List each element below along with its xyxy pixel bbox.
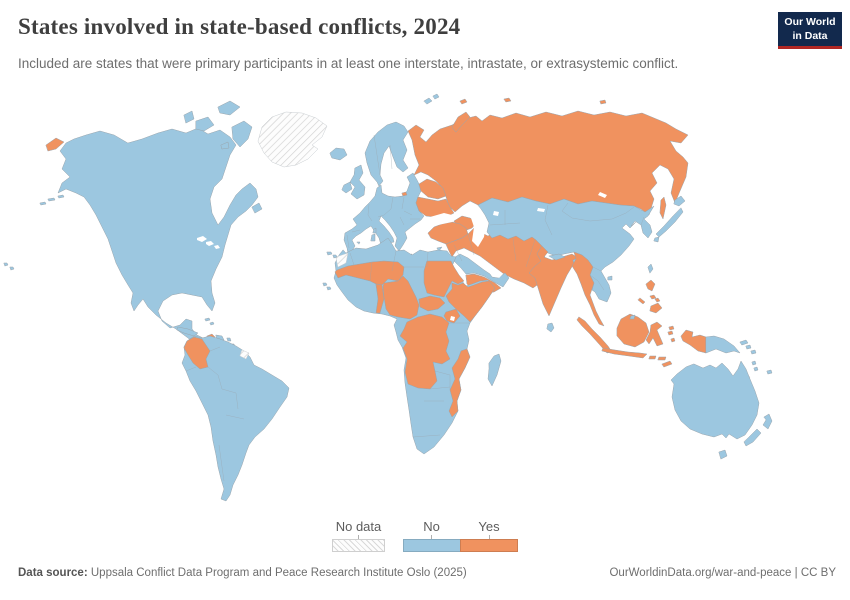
region-australia[interactable] (670, 360, 760, 440)
canadian-arctic-islands[interactable] (183, 100, 253, 150)
region-india[interactable] (528, 245, 579, 317)
legend-swatch-yes[interactable] (460, 539, 518, 552)
footer-license: CC BY (800, 567, 836, 579)
footer-right: OurWorldinData.org/war-and-peace | CC BY (609, 567, 836, 579)
region-scandinavia[interactable] (364, 121, 409, 187)
region-sudan-eritrea[interactable] (423, 260, 465, 298)
lake-victoria (450, 316, 455, 321)
region-russia-islands[interactable] (451, 97, 607, 133)
region-arabian-peninsula[interactable] (451, 253, 510, 288)
region-hainan[interactable] (607, 275, 613, 281)
region-brunei[interactable] (629, 314, 636, 320)
owid-logo[interactable]: Our World in Data (778, 12, 842, 50)
region-united-kingdom[interactable] (349, 164, 366, 200)
region-central-african-republic[interactable] (418, 295, 446, 312)
page-title: States involved in state-based conflicts… (18, 14, 461, 39)
persian-gulf (477, 259, 502, 278)
region-kaliningrad[interactable] (401, 191, 408, 197)
data-source-label: Data source: (18, 567, 88, 579)
legend-label-no-data: No data (335, 519, 382, 534)
region-svalbard[interactable] (423, 93, 440, 105)
region-nigeria-cameroon[interactable] (382, 275, 420, 320)
region-pacific-islands[interactable] (745, 344, 773, 375)
region-central-east-asia[interactable] (477, 196, 655, 303)
legend-tick (358, 535, 359, 539)
aleutian-islands[interactable] (39, 194, 65, 206)
legend-label-no: No (423, 519, 440, 534)
asia-borders (489, 202, 645, 291)
region-japan[interactable] (653, 195, 686, 243)
region-north-america[interactable] (57, 127, 259, 360)
owid-logo-redbar (778, 46, 842, 50)
region-russia-chukotka-sliver[interactable] (45, 137, 65, 152)
region-new-zealand[interactable] (743, 413, 773, 447)
data-source-text: Uppsala Conflict Data Program and Peace … (87, 567, 467, 579)
great-lakes (197, 236, 220, 249)
region-ireland[interactable] (341, 181, 353, 194)
region-lesser-sunda-maluku[interactable] (648, 325, 676, 368)
region-java[interactable] (601, 347, 648, 359)
caspian-sea (470, 207, 486, 247)
legend-label-yes: Yes (478, 519, 500, 534)
footer-link[interactable]: OurWorldinData.org/war-and-peace (609, 567, 792, 579)
region-mainland-southeast-asia-west[interactable] (571, 251, 605, 327)
region-madagascar[interactable] (487, 353, 502, 387)
baltic-sea (384, 172, 400, 192)
black-sea (430, 213, 456, 225)
region-borneo[interactable] (616, 313, 650, 348)
region-togo-benin[interactable] (375, 283, 385, 314)
africa-borders (349, 250, 470, 438)
south-america-borders (185, 346, 245, 482)
world-map[interactable] (0, 85, 850, 515)
region-nepal[interactable] (548, 253, 566, 261)
region-iceland[interactable] (329, 147, 348, 161)
region-greenland[interactable] (257, 111, 328, 168)
region-tasmania[interactable] (718, 449, 728, 460)
footer-separator: | (791, 567, 801, 579)
legend-tick (488, 535, 490, 539)
map-legend: No data No Yes (0, 519, 850, 552)
region-colombia[interactable] (183, 336, 211, 370)
region-western-sahara[interactable] (335, 252, 349, 268)
region-sri-lanka[interactable] (546, 322, 555, 333)
newfoundland[interactable] (251, 202, 263, 214)
region-europe[interactable] (343, 172, 425, 254)
region-belarus[interactable] (418, 178, 447, 200)
owid-logo-text: Our World in Data (778, 12, 842, 47)
region-sulawesi[interactable] (645, 321, 664, 347)
data-source: Data source: Uppsala Conflict Data Progr… (18, 567, 467, 579)
page-subtitle: Included are states that were primary pa… (18, 56, 679, 71)
legend-swatch-no-data[interactable] (332, 539, 385, 552)
page-footer: Data source: Uppsala Conflict Data Progr… (18, 567, 836, 579)
region-french-guiana[interactable] (239, 349, 250, 360)
hawaii[interactable] (3, 262, 15, 271)
region-horn-of-africa[interactable] (445, 280, 496, 323)
region-sumatra[interactable] (576, 316, 613, 354)
region-papua-new-guinea[interactable] (705, 335, 749, 354)
legend-item-no-data[interactable]: No data (332, 519, 385, 552)
legend-tick (431, 535, 432, 539)
europe-borders (346, 134, 420, 249)
region-papua-indonesia[interactable] (680, 329, 707, 354)
legend-item-no[interactable]: No (403, 519, 460, 552)
legend-swatch-no[interactable] (403, 539, 460, 552)
legend-item-yes[interactable]: Yes (460, 519, 518, 552)
region-sakhalin[interactable] (659, 196, 667, 220)
region-philippines[interactable] (637, 279, 663, 314)
region-russia[interactable] (407, 110, 689, 216)
atlantic-african-islands[interactable] (322, 251, 338, 291)
region-mozambique[interactable] (448, 348, 471, 418)
region-taiwan[interactable] (647, 263, 654, 274)
